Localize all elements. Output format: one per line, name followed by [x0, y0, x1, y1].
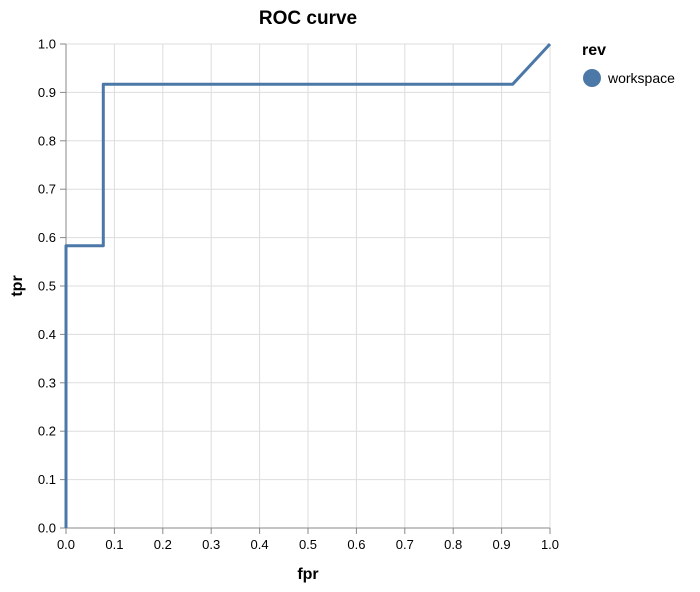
- grid: [65, 43, 551, 529]
- x-tick-label: 0.7: [396, 537, 414, 552]
- y-tick-label: 0.5: [38, 279, 56, 294]
- x-tick-label: 0.8: [444, 537, 462, 552]
- axes: 0.0 0.1 0.2 0.3 0.4 0.5 0.6 0.7 0.8 0.9 1.0 0.0 0.1 0…: [38, 37, 559, 553]
- x-tick-label: 0.0: [57, 537, 75, 552]
- y-tick-label: 0.2: [38, 424, 56, 439]
- y-tick-label: 0.8: [38, 133, 56, 148]
- chart-title: ROC curve: [259, 8, 357, 29]
- x-tick-label: 0.9: [493, 537, 511, 552]
- series-line-workspace: [64, 42, 552, 528]
- legend-title: rev: [582, 42, 606, 59]
- x-axis-title: fpr: [297, 566, 318, 583]
- legend-label: workspace: [607, 70, 675, 86]
- y-tick-label: 0.3: [38, 375, 56, 390]
- x-tick-label: 0.2: [154, 537, 172, 552]
- x-tick-label: 0.4: [251, 537, 269, 552]
- x-tick-label: 0.1: [105, 537, 123, 552]
- x-tick-label: 0.5: [299, 537, 317, 552]
- y-tick-label: 1.0: [38, 37, 56, 52]
- y-axis-title: tpr: [9, 275, 26, 296]
- x-tick-label: 0.6: [347, 537, 365, 552]
- y-tick-label: 0.6: [38, 230, 56, 245]
- legend-swatch: [583, 69, 601, 87]
- y-tick-label: 0.0: [38, 521, 56, 536]
- y-tick-label: 0.4: [38, 327, 56, 342]
- y-tick-label: 0.1: [38, 472, 56, 487]
- x-tick-label: 1.0: [541, 537, 559, 552]
- y-tick-label: 0.9: [38, 85, 56, 100]
- x-tick-label: 0.3: [202, 537, 220, 552]
- y-tick-label: 0.7: [38, 182, 56, 197]
- legend: rev workspace: [582, 42, 675, 87]
- series-layer: [64, 42, 552, 528]
